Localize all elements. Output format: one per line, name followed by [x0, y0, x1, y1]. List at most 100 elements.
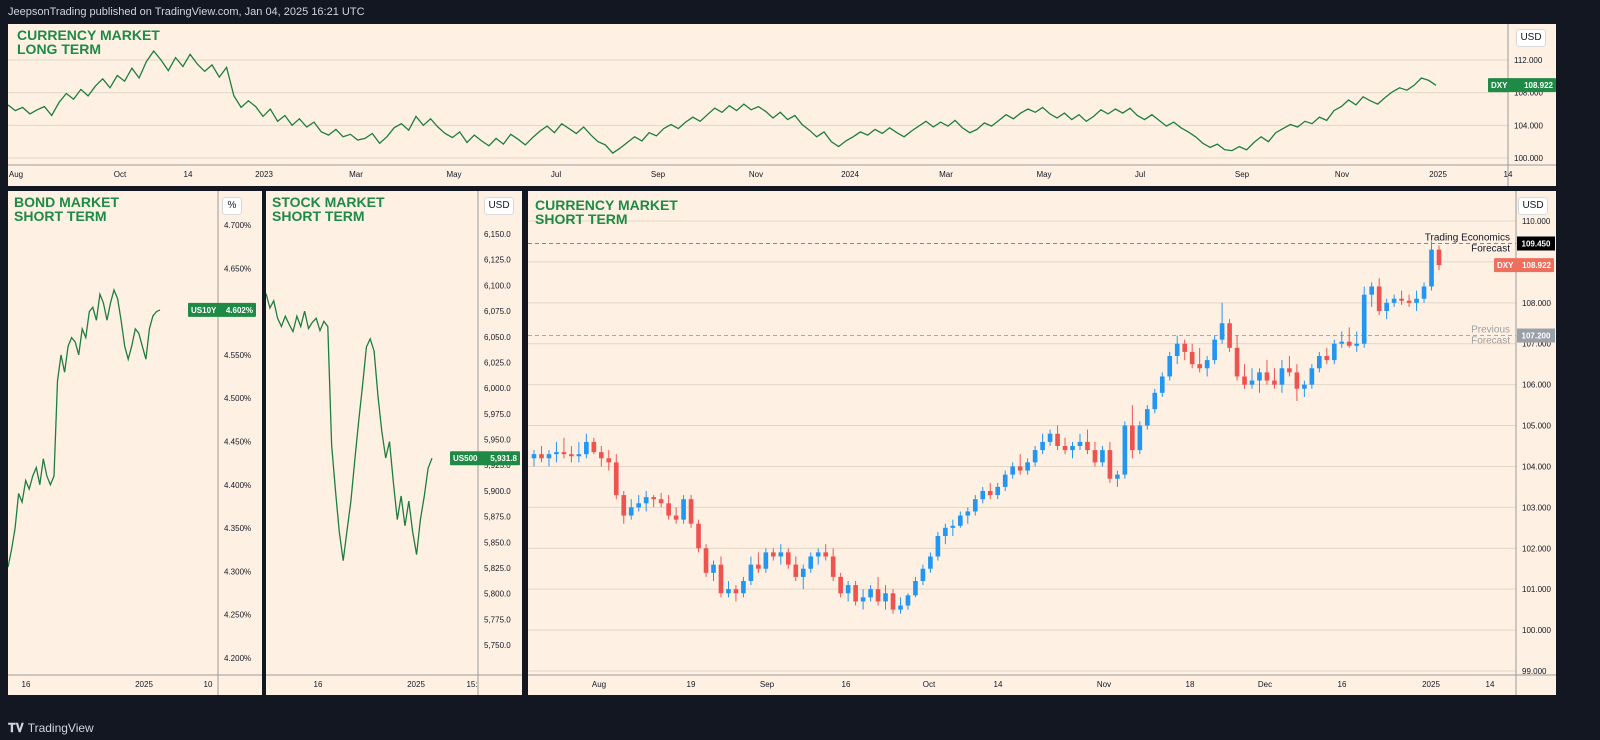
candle-body — [1421, 286, 1427, 299]
candle — [598, 446, 604, 467]
usd-unit-button[interactable]: USD — [1518, 197, 1548, 215]
chart-currency-short-term[interactable]: 110.000109.000108.000107.000106.000105.0… — [528, 191, 1556, 695]
candle — [771, 548, 776, 561]
candle-body — [546, 454, 552, 459]
x-tick-label: 16 — [22, 680, 31, 689]
candle — [539, 446, 544, 463]
candle-body — [1376, 286, 1382, 311]
x-tick-label: Aug — [592, 680, 606, 689]
x-tick-label: Nov — [1097, 680, 1111, 689]
candle — [1017, 454, 1023, 475]
candle-body — [1010, 466, 1015, 475]
candle-body — [778, 552, 784, 557]
candle-body — [1227, 323, 1232, 348]
panel-currency-long-term[interactable]: 112.000108.000104.000100.00096.000AugOct… — [8, 24, 1556, 186]
candle-body — [748, 564, 754, 581]
candle-body — [606, 458, 612, 463]
candle — [1092, 441, 1098, 467]
price-tag: DXY 108.922 — [1494, 258, 1554, 273]
candle-body — [1062, 446, 1068, 451]
candle — [823, 544, 829, 561]
candle — [1002, 470, 1008, 491]
candle-body — [1107, 450, 1113, 479]
candle — [1309, 364, 1315, 389]
candle — [1421, 282, 1427, 303]
candle-body — [943, 527, 948, 536]
candle-body — [1361, 294, 1367, 344]
y-tick-label: 5,975.0 — [484, 410, 511, 419]
x-tick-label: 18 — [1186, 680, 1195, 689]
y-tick-label: 110.000 — [1522, 217, 1551, 226]
candle-body — [561, 452, 567, 455]
x-tick-label: 2025 — [135, 680, 153, 689]
candle — [696, 519, 701, 553]
candle — [1414, 290, 1419, 311]
candle — [703, 544, 709, 577]
candle-body — [853, 585, 858, 602]
candle — [1376, 278, 1382, 316]
candle — [1346, 327, 1352, 348]
candle-body — [808, 556, 814, 569]
panel-bond-short-term[interactable]: 4.700%4.650%4.600%4.550%4.500%4.450%4.40… — [8, 191, 262, 695]
candle — [1122, 421, 1128, 479]
candle-body — [1122, 425, 1128, 475]
x-tick-label: 16 — [842, 680, 851, 689]
chart-currency-long-term[interactable]: 112.000108.000104.000100.00096.000AugOct… — [8, 24, 1556, 186]
candle-body — [1279, 368, 1285, 385]
y-tick-label: 4.450% — [224, 438, 251, 447]
candle — [1159, 372, 1165, 397]
y-tick-label: 108.000 — [1522, 299, 1551, 308]
usd-unit-button[interactable]: USD — [484, 197, 514, 215]
y-tick-label: 104.000 — [1522, 462, 1551, 471]
candle — [726, 581, 731, 598]
price-tag: US500 5,931.8 — [450, 451, 520, 466]
candle-body — [718, 564, 724, 594]
candle-body — [1272, 380, 1277, 385]
chart-stock-short-term[interactable]: 6,150.0 6,125.0 6,100.0 6,075.0 6,050.0 6,025… — [266, 191, 522, 695]
panel-stock-short-term[interactable]: 6,150.0 6,125.0 6,100.0 6,075.0 6,050.0 6,025… — [266, 191, 522, 695]
candle-body — [1212, 339, 1217, 361]
candle — [741, 576, 746, 598]
us500-series-line — [266, 293, 433, 561]
price-tag-bg — [1517, 236, 1555, 251]
candle — [1212, 335, 1217, 365]
chart-bond-short-term[interactable]: 4.700%4.650%4.600%4.550%4.500%4.450%4.40… — [8, 191, 262, 695]
candle — [1302, 380, 1307, 397]
candle-body — [800, 568, 806, 577]
candle-body — [1025, 462, 1030, 471]
candle — [643, 491, 649, 512]
candle-body — [1257, 372, 1262, 381]
x-tick-label: Sep — [651, 170, 666, 179]
candle-body — [860, 597, 866, 602]
x-tick-label: Jul — [551, 170, 561, 179]
candle — [950, 519, 956, 536]
candle — [1025, 458, 1030, 475]
previous-price-tag: 107.200 — [1517, 328, 1555, 343]
candle — [830, 548, 836, 581]
candle-body — [1070, 446, 1075, 451]
candle-body — [1331, 343, 1337, 361]
price-tag: US10Y 4.602% — [188, 302, 256, 317]
y-tick-label: 6,150.0 — [484, 230, 511, 239]
percent-unit-button[interactable]: % — [222, 197, 242, 215]
y-tick-label: 6,125.0 — [484, 256, 511, 265]
candle — [756, 552, 761, 573]
candle — [576, 441, 582, 463]
candle — [1264, 360, 1270, 385]
publisher-line: JeepsonTrading published on TradingView.… — [8, 6, 365, 18]
candle-body — [643, 497, 649, 504]
candle-body — [1032, 450, 1038, 463]
panel-currency-short-term[interactable]: 110.000109.000108.000107.000106.000105.0… — [528, 191, 1556, 695]
candle-body — [681, 499, 686, 520]
candle — [987, 482, 993, 500]
candle — [613, 454, 619, 500]
candle-body — [1309, 368, 1315, 385]
candle-body — [965, 511, 971, 516]
candle-body — [1189, 351, 1195, 365]
candle — [1152, 388, 1158, 414]
candle — [1137, 421, 1143, 455]
candle-body — [1391, 298, 1397, 303]
currency-unit-button[interactable]: USD — [1516, 29, 1546, 47]
y-tick-label: 4.350% — [224, 524, 251, 533]
y-tick-label: 4.500% — [224, 394, 251, 403]
